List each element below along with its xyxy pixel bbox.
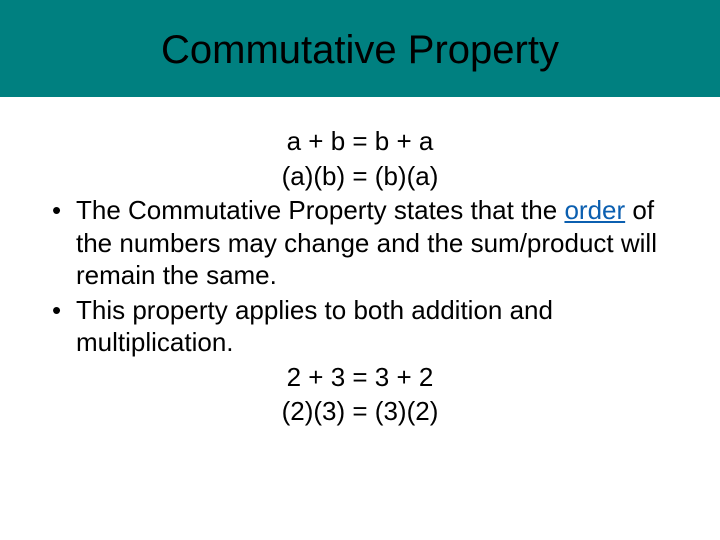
- example-multiplication: (2)(3) = (3)(2): [50, 395, 670, 428]
- slide-content: a + b = b + a (a)(b) = (b)(a) • The Comm…: [0, 97, 720, 428]
- bullet-text-1: The Commutative Property states that the…: [76, 194, 670, 292]
- bullet-item-1: • The Commutative Property states that t…: [50, 194, 670, 292]
- equation-multiplication: (a)(b) = (b)(a): [50, 160, 670, 193]
- bullet-marker: •: [50, 194, 76, 227]
- bullet1-pre: The Commutative Property states that the: [76, 195, 564, 225]
- order-link[interactable]: order: [564, 195, 625, 225]
- bullet-marker: •: [50, 294, 76, 327]
- bullet-item-2: • This property applies to both addition…: [50, 294, 670, 359]
- title-bar: Commutative Property: [0, 0, 720, 97]
- bullet-text-2: This property applies to both addition a…: [76, 294, 670, 359]
- example-addition: 2 + 3 = 3 + 2: [50, 361, 670, 394]
- equation-addition: a + b = b + a: [50, 125, 670, 158]
- slide-title: Commutative Property: [0, 28, 720, 73]
